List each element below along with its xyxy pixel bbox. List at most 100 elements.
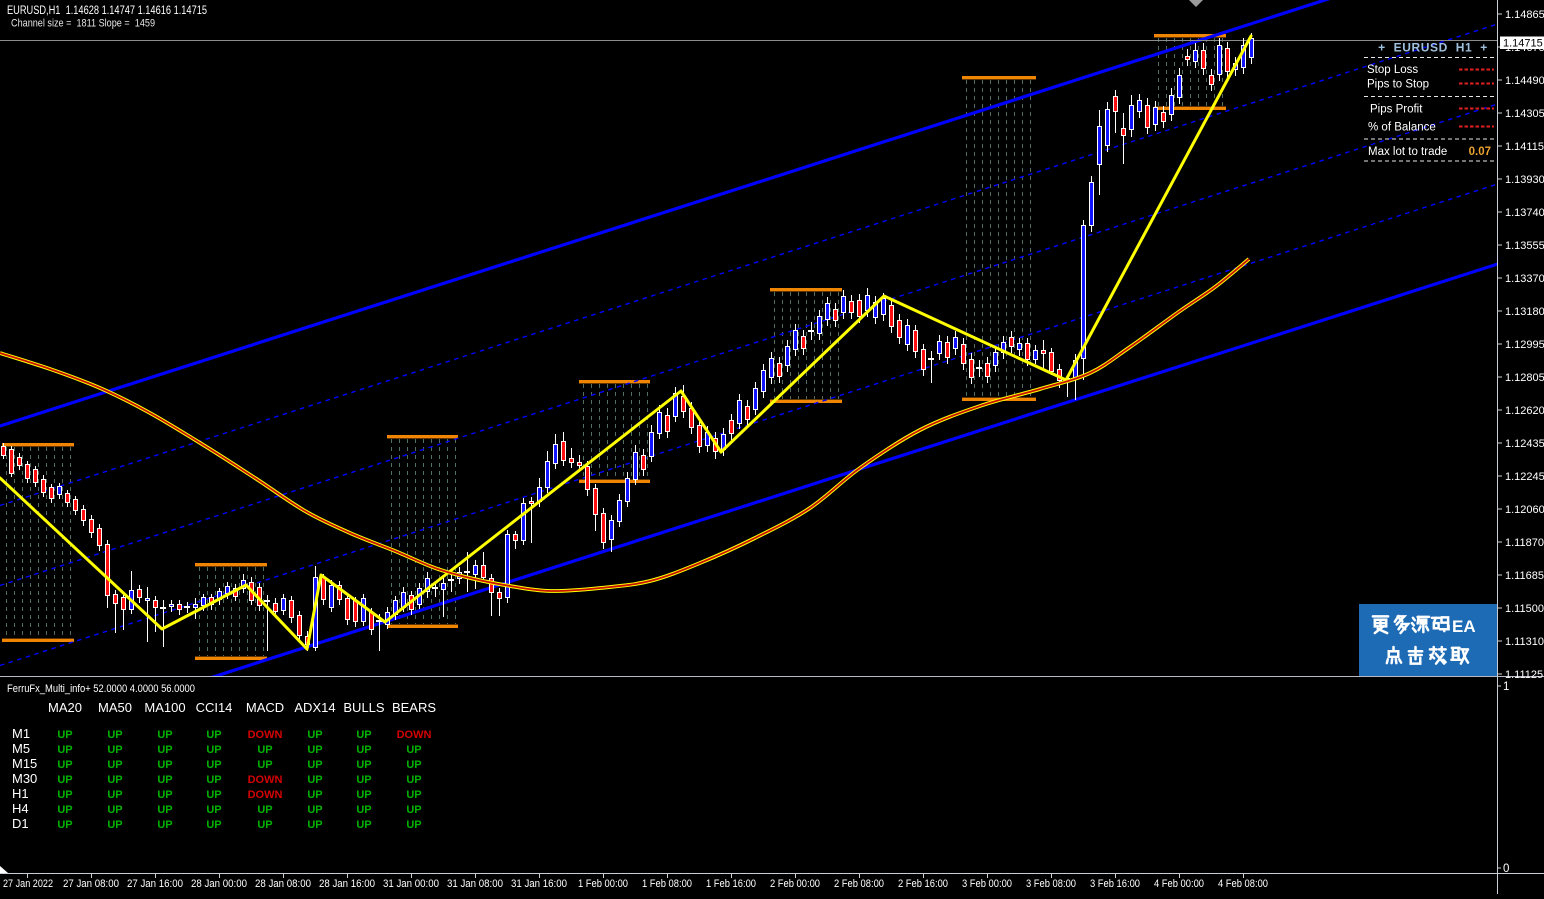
svg-text:3 Feb 08:00: 3 Feb 08:00 [1026, 878, 1076, 890]
svg-text:MACD: MACD [246, 700, 284, 715]
svg-text:UP: UP [57, 819, 72, 831]
svg-text:UP: UP [406, 819, 421, 831]
svg-text:3 Feb 00:00: 3 Feb 00:00 [962, 878, 1012, 890]
svg-text:1.14305: 1.14305 [1505, 108, 1544, 120]
svg-text:1 Feb 08:00: 1 Feb 08:00 [642, 878, 692, 890]
svg-text:UP: UP [307, 759, 322, 771]
svg-text:MA20: MA20 [48, 700, 82, 715]
svg-text:UP: UP [157, 729, 172, 741]
svg-text:1.13370: 1.13370 [1505, 273, 1544, 285]
svg-text:UP: UP [307, 729, 322, 741]
svg-text:1: 1 [1503, 681, 1509, 693]
svg-text:UP: UP [107, 819, 122, 831]
svg-text:CCI14: CCI14 [196, 700, 233, 715]
svg-text:UP: UP [356, 774, 371, 786]
svg-text:UP: UP [356, 744, 371, 756]
svg-text:UP: UP [257, 819, 272, 831]
svg-text:FerruFx_Multi_info+ 52.0000 4.: FerruFx_Multi_info+ 52.0000 4.0000 56.00… [7, 683, 195, 695]
svg-text:UP: UP [356, 804, 371, 816]
svg-text:1.14490: 1.14490 [1505, 75, 1544, 87]
svg-text:1.12995: 1.12995 [1505, 339, 1544, 351]
svg-text:BEARS: BEARS [392, 700, 436, 715]
svg-text:4 Feb 08:00: 4 Feb 08:00 [1218, 878, 1268, 890]
svg-text:UP: UP [406, 789, 421, 801]
svg-text:1.13180: 1.13180 [1505, 306, 1544, 318]
svg-text:4 Feb 00:00: 4 Feb 00:00 [1154, 878, 1204, 890]
svg-text:UP: UP [157, 744, 172, 756]
svg-text:UP: UP [107, 744, 122, 756]
svg-text:DOWN: DOWN [397, 729, 432, 741]
svg-text:UP: UP [57, 744, 72, 756]
svg-text:UP: UP [107, 789, 122, 801]
svg-text:UP: UP [307, 789, 322, 801]
svg-text:UP: UP [206, 729, 221, 741]
svg-text:UP: UP [107, 804, 122, 816]
svg-text:H1: H1 [12, 786, 29, 801]
svg-text:UP: UP [107, 759, 122, 771]
svg-text:M1: M1 [12, 726, 30, 741]
svg-text:H4: H4 [12, 801, 29, 816]
svg-text:MA100: MA100 [144, 700, 185, 715]
svg-text:3 Feb 16:00: 3 Feb 16:00 [1090, 878, 1140, 890]
svg-text:UP: UP [356, 789, 371, 801]
svg-text:UP: UP [57, 774, 72, 786]
svg-text:UP: UP [57, 759, 72, 771]
svg-text:1.13930: 1.13930 [1505, 174, 1544, 186]
svg-text:UP: UP [356, 759, 371, 771]
svg-text:UP: UP [206, 804, 221, 816]
svg-text:2 Feb 08:00: 2 Feb 08:00 [834, 878, 884, 890]
svg-text:1.14715: 1.14715 [1503, 38, 1543, 50]
svg-text:UP: UP [206, 759, 221, 771]
svg-text:1.12060: 1.12060 [1505, 504, 1544, 516]
svg-text:UP: UP [307, 804, 322, 816]
svg-text:0: 0 [1503, 863, 1509, 875]
svg-text:1.11500: 1.11500 [1505, 603, 1544, 615]
svg-text:1.14115: 1.14115 [1505, 141, 1544, 153]
svg-text:1.14865: 1.14865 [1505, 9, 1544, 21]
svg-text:UP: UP [257, 804, 272, 816]
svg-text:31 Jan 00:00: 31 Jan 00:00 [383, 878, 439, 890]
svg-text:UP: UP [57, 804, 72, 816]
svg-text:UP: UP [157, 789, 172, 801]
svg-text:31 Jan 16:00: 31 Jan 16:00 [511, 878, 567, 890]
svg-text:Pips Profit: Pips Profit [1370, 104, 1423, 116]
svg-text:27 Jan 2022: 27 Jan 2022 [3, 878, 53, 890]
svg-text:1 Feb 16:00: 1 Feb 16:00 [706, 878, 756, 890]
svg-text:1.11310: 1.11310 [1505, 636, 1544, 648]
svg-text:UP: UP [257, 759, 272, 771]
svg-text:27 Jan 08:00: 27 Jan 08:00 [63, 878, 119, 890]
svg-text:+ EURUSD H1 +: + EURUSD H1 + [1378, 41, 1488, 55]
svg-text:27 Jan 16:00: 27 Jan 16:00 [127, 878, 183, 890]
svg-text:Channel size = 1811 Slope =: Channel size = 1811 Slope = 1459 [11, 18, 155, 30]
svg-text:28 Jan 08:00: 28 Jan 08:00 [255, 878, 311, 890]
svg-text:1.12805: 1.12805 [1505, 372, 1544, 384]
svg-text:1.11870: 1.11870 [1505, 537, 1544, 549]
svg-text:0.07: 0.07 [1469, 146, 1491, 158]
svg-text:31 Jan 08:00: 31 Jan 08:00 [447, 878, 503, 890]
svg-text:28 Jan 00:00: 28 Jan 00:00 [191, 878, 247, 890]
svg-text:UP: UP [356, 819, 371, 831]
svg-text:UP: UP [406, 774, 421, 786]
svg-text:UP: UP [307, 774, 322, 786]
svg-text:2 Feb 00:00: 2 Feb 00:00 [770, 878, 820, 890]
svg-text:ADX14: ADX14 [294, 700, 335, 715]
svg-text:M15: M15 [12, 756, 37, 771]
svg-text:UP: UP [157, 804, 172, 816]
svg-text:EURUSD,H1 1.14628 1.14747 1.1: EURUSD,H1 1.14628 1.14747 1.14616 1.1471… [7, 5, 207, 17]
svg-text:UP: UP [307, 819, 322, 831]
svg-text:UP: UP [57, 729, 72, 741]
svg-text:Pips to Stop: Pips to Stop [1367, 79, 1429, 91]
svg-text:% of Balance: % of Balance [1368, 122, 1436, 134]
svg-text:1.13740: 1.13740 [1505, 207, 1544, 219]
svg-text:M5: M5 [12, 741, 30, 756]
svg-text:UP: UP [257, 744, 272, 756]
svg-text:UP: UP [107, 729, 122, 741]
svg-text:UP: UP [157, 759, 172, 771]
svg-text:UP: UP [406, 744, 421, 756]
svg-text:UP: UP [406, 759, 421, 771]
svg-text:DOWN: DOWN [248, 729, 283, 741]
svg-text:UP: UP [57, 789, 72, 801]
svg-text:UP: UP [157, 774, 172, 786]
svg-text:DOWN: DOWN [248, 789, 283, 801]
svg-text:1.12620: 1.12620 [1505, 405, 1544, 417]
